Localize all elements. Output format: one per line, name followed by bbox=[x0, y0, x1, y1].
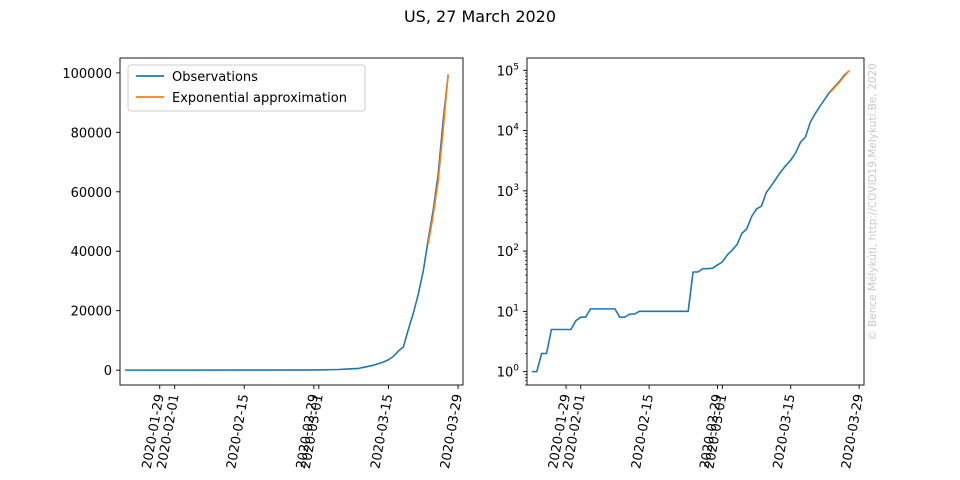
y-tick-label: 101 bbox=[497, 303, 519, 320]
series-line-exponential-approximation bbox=[427, 74, 449, 244]
x-tick-label: 2020-03-15 bbox=[368, 393, 396, 470]
y-tick-label: 100000 bbox=[62, 67, 112, 82]
x-tick-label: 2020-03-29 bbox=[438, 393, 466, 470]
copyright-watermark: © Bence Mélykúti, http://COVID19.Melykut… bbox=[867, 63, 879, 341]
y-tick-label: 0 bbox=[104, 364, 112, 379]
y-tick-label: 102 bbox=[497, 243, 519, 260]
plot-frame bbox=[526, 57, 865, 386]
y-tick-label: 80000 bbox=[71, 126, 112, 141]
plot-frame bbox=[119, 57, 464, 386]
y-tick-label: 60000 bbox=[71, 186, 112, 201]
series-line-observations bbox=[124, 75, 449, 371]
y-tick-label: 103 bbox=[497, 183, 519, 200]
series-line-exponential-approximation bbox=[829, 69, 850, 94]
x-tick-label: 2020-03-15 bbox=[771, 393, 799, 470]
y-tick-label: 40000 bbox=[71, 245, 112, 260]
y-tick-label: 105 bbox=[497, 62, 519, 79]
linear-scale-chart: 0200004000060000800001000002020-01-29202… bbox=[62, 57, 466, 470]
y-tick-label: 104 bbox=[497, 123, 520, 140]
x-tick-label: 2020-03-29 bbox=[839, 393, 867, 470]
legend-label: Exponential approximation bbox=[172, 91, 347, 106]
legend-box bbox=[127, 64, 366, 112]
series-line-observations bbox=[531, 69, 850, 373]
x-tick-label: 2020-02-15 bbox=[629, 393, 657, 470]
figure-title: US, 27 March 2020 bbox=[404, 7, 556, 26]
legend-label: Observations bbox=[172, 70, 258, 85]
x-tick-label: 2020-02-15 bbox=[224, 393, 252, 470]
y-tick-label: 100 bbox=[497, 364, 520, 381]
y-tick-label: 20000 bbox=[71, 305, 112, 320]
